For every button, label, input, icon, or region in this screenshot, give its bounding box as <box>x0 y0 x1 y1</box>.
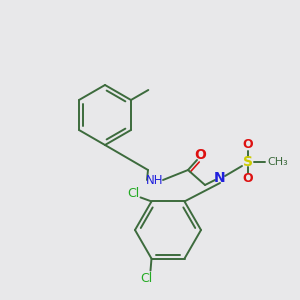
Text: CH₃: CH₃ <box>267 157 288 167</box>
Text: O: O <box>194 148 206 162</box>
Text: S: S <box>243 155 253 169</box>
Text: N: N <box>214 171 226 185</box>
Text: O: O <box>243 172 253 185</box>
Text: NH: NH <box>146 173 164 187</box>
Text: Cl: Cl <box>128 187 140 200</box>
Text: Cl: Cl <box>140 272 153 285</box>
Text: O: O <box>243 139 253 152</box>
